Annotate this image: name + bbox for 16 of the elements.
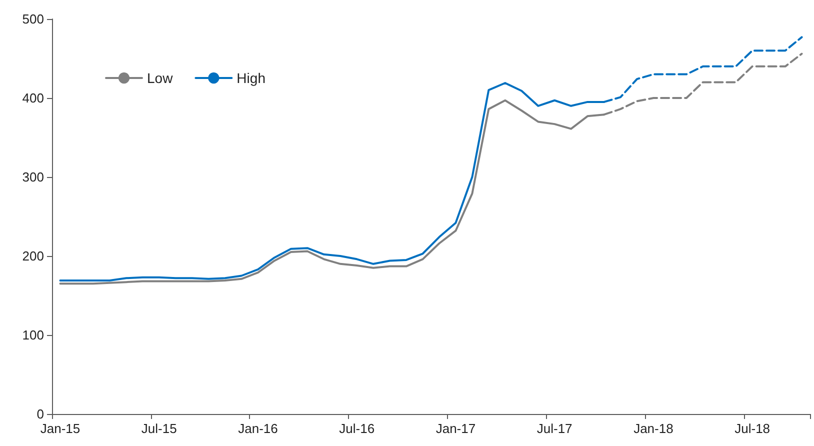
x-tick-label: Jul-15 (141, 421, 177, 436)
y-tick-label: 500 (22, 12, 44, 26)
y-tick-label: 300 (22, 170, 44, 184)
y-tick-label: 0 (36, 406, 44, 422)
x-tick-label: Jan-18 (634, 421, 674, 436)
x-tick-label: Jan-15 (40, 421, 80, 436)
x-tick-label: Jan-17 (436, 421, 476, 436)
x-tick-label: Jul-16 (339, 421, 375, 436)
y-tick-label: 200 (22, 248, 44, 264)
y-tick-label: 400 (22, 90, 44, 106)
x-tick-label: Jan-16 (238, 421, 278, 436)
legend-label: High (236, 70, 266, 86)
x-tick-label: Jul-17 (536, 421, 572, 436)
legend-label: Low (147, 70, 174, 86)
y-tick-label: 100 (22, 328, 44, 342)
x-tick-label: Jul-18 (734, 421, 770, 436)
